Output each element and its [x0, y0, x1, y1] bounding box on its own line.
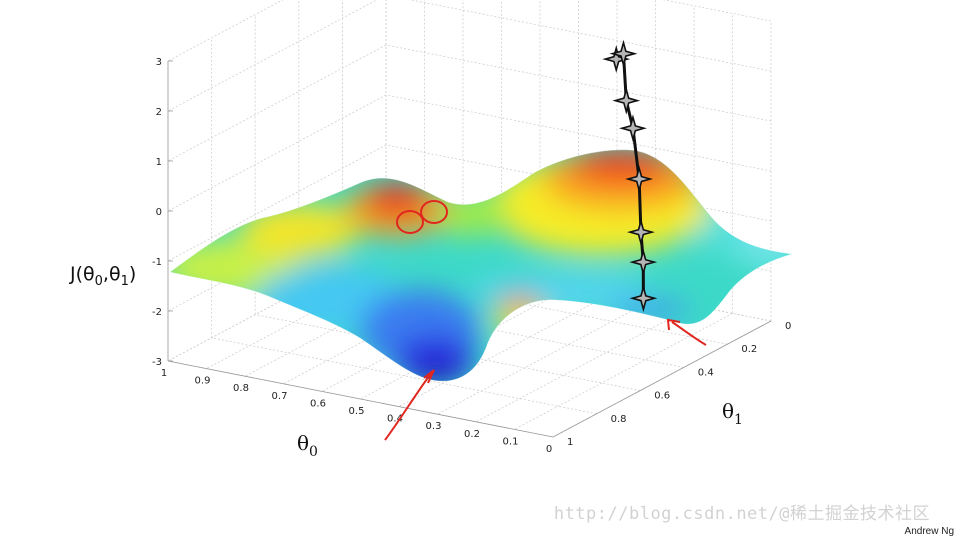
theta1-axis-ticks: 0 0.2 0.4 0.6 0.8 1: [567, 321, 791, 448]
theta0-tick-label: 0.5: [349, 406, 365, 417]
theta1-tick-label: 0.4: [698, 367, 714, 378]
theta0-tick-label: 0.6: [310, 398, 326, 409]
gridline: [475, 305, 695, 423]
theta1-axis-line: [552, 320, 772, 438]
theta0-tick-label: 0.3: [426, 421, 442, 432]
descent-step-marker: [629, 284, 658, 313]
descent-step-marker: [618, 114, 647, 143]
theta0-tick-label: 0.8: [233, 383, 249, 394]
cost-surface: [169, 149, 793, 382]
gridline: [167, 144, 387, 262]
z-tick-label: 1: [156, 157, 162, 168]
descent-step-marker: [612, 86, 641, 115]
gridline: [514, 313, 733, 430]
z-tick-label: -2: [152, 307, 162, 318]
theta1-tick-label: 0: [785, 321, 791, 332]
z-tick-label: 3: [156, 57, 162, 68]
gridline: [211, 337, 597, 415]
z-tick-label: 0: [156, 207, 162, 218]
gridline: [385, 94, 772, 172]
descent-step-marker: [609, 39, 638, 68]
theta0-tick-label: 0.4: [387, 414, 403, 425]
theta0-axis-line: [167, 360, 554, 438]
descent-step-marker: [625, 165, 654, 194]
z-tick-label: -3: [152, 357, 162, 368]
gridline: [385, 44, 772, 122]
credit-text: Andrew Ng: [904, 526, 954, 537]
gridline: [437, 297, 656, 415]
arrow-left-minimum: [384, 371, 433, 441]
theta1-tick-label: 1: [567, 437, 573, 448]
z-tick-label: -1: [152, 257, 162, 268]
gridline: [167, 0, 284, 62]
gridline: [167, 44, 387, 162]
start-circle-2: [420, 200, 448, 224]
theta0-tick-label: 0.7: [272, 391, 288, 402]
x-axis-label: θ0: [297, 431, 318, 460]
theta1-tick-label: 0.6: [654, 391, 670, 402]
gradient-descent-path: [602, 39, 658, 313]
descent-step-marker: [626, 218, 655, 247]
z-axis-label: J(θ0,θ1): [69, 263, 136, 289]
theta0-tick-label: 0: [546, 444, 552, 455]
gridline: [398, 290, 618, 407]
descent-step-marker: [629, 248, 658, 277]
gridline: [360, 282, 579, 400]
theta0-axis-ticks: 1 0.9 0.8 0.7 0.6 0.5 0.4 0.3 0.2 0.1 0: [161, 368, 552, 455]
theta1-tick-label: 0.8: [611, 414, 627, 425]
gridline: [409, 0, 772, 72]
start-circle-1: [396, 210, 424, 234]
minimum-annotations: [384, 200, 707, 441]
theta0-tick-label: 0.9: [195, 376, 211, 387]
gridline: [167, 0, 378, 112]
theta1-tick-label: 0.2: [741, 344, 757, 355]
gridline: [167, 94, 387, 212]
gridline: [342, 267, 728, 345]
theta0-tick-label: 1: [161, 368, 167, 379]
y-axis-label: θ1: [722, 399, 743, 428]
theta0-tick-label: 0.2: [464, 429, 480, 440]
arrow-right-minimum: [671, 321, 707, 346]
axes-frame: [167, 60, 772, 438]
z-tick-label: 2: [156, 107, 162, 118]
gridline: [662, 0, 772, 22]
watermark-text: http://blog.csdn.net/@稀土掘金技术社区: [553, 504, 930, 524]
theta0-tick-label: 0.1: [503, 436, 519, 447]
z-axis-ticks: 3 2 1 0 -1 -2 -3: [152, 57, 162, 368]
